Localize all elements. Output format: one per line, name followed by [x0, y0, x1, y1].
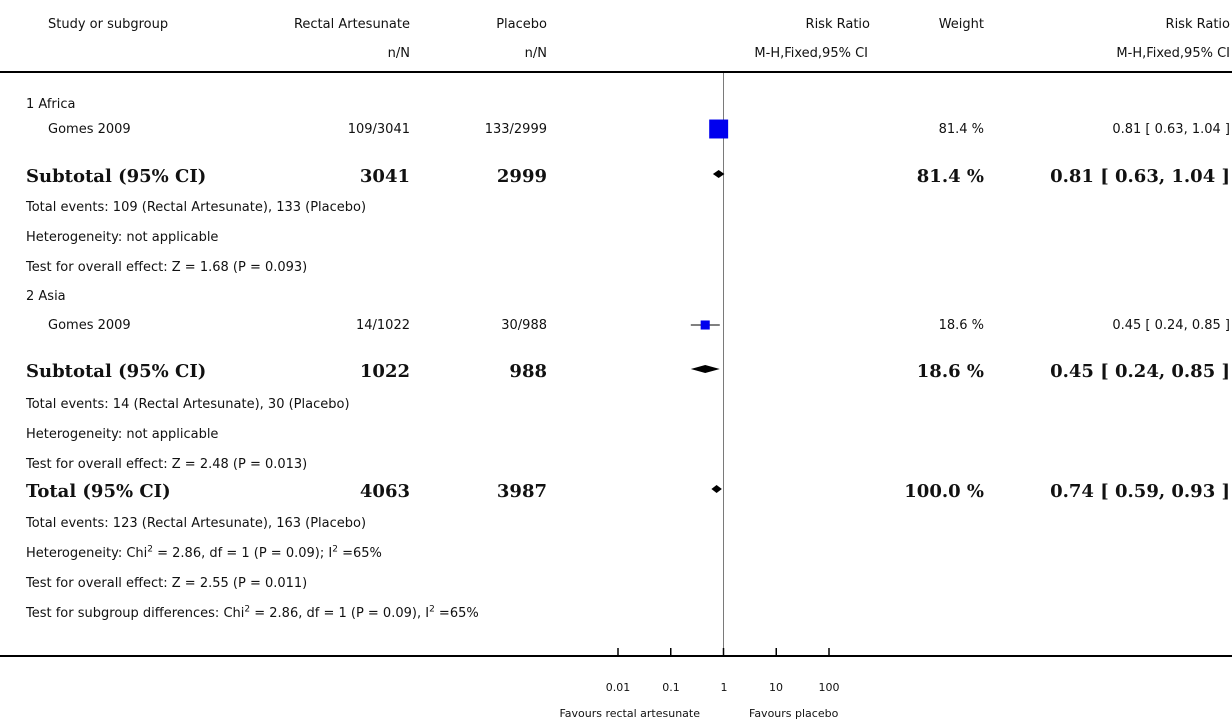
- total-weight: 100.0 %: [904, 481, 984, 502]
- group-title: 1 Africa: [26, 97, 76, 112]
- tick-label: 100: [818, 681, 840, 694]
- subtotal-group2: 2999: [496, 166, 547, 187]
- favours-left-label: Favours rectal artesunate: [559, 707, 700, 720]
- header-effect-sub: M-H,Fixed,95% CI: [754, 46, 868, 61]
- subtotal-group2: 988: [509, 361, 547, 382]
- study-group1: 14/1022: [355, 318, 410, 333]
- study-name: Gomes 2009: [48, 122, 131, 137]
- header-study: Study or subgroup: [48, 17, 169, 32]
- summary-diamond: [711, 485, 722, 493]
- header-group1: Rectal Artesunate: [293, 17, 410, 32]
- note-overall-effect: Test for overall effect: Z = 1.68 (P = 0…: [26, 260, 308, 275]
- tick-label: 0.01: [605, 681, 631, 694]
- study-marker: [709, 119, 729, 139]
- header-group2: Placebo: [496, 17, 547, 32]
- total-label: Total (95% CI): [26, 481, 171, 502]
- total-ci: 0.74 [ 0.59, 0.93 ]: [1050, 481, 1230, 502]
- study-weight: 81.4 %: [938, 122, 984, 137]
- note-heterogeneity: Heterogeneity: not applicable: [26, 230, 219, 245]
- study-weight: 18.6 %: [938, 318, 984, 333]
- header-weight: Weight: [938, 17, 984, 32]
- header-effect: Risk Ratio: [805, 17, 870, 32]
- note-events: Total events: 14 (Rectal Artesunate), 30…: [26, 397, 350, 412]
- header-effect-ci: Risk Ratio: [1165, 17, 1230, 32]
- subtotal-ci: 0.81 [ 0.63, 1.04 ]: [1050, 166, 1230, 187]
- study-group2: 30/988: [501, 318, 547, 333]
- tick-label: 1: [720, 681, 728, 694]
- header-group1-sub: n/N: [387, 46, 410, 61]
- total-events: Total events: 123 (Rectal Artesunate), 1…: [26, 516, 367, 531]
- header-group2-sub: n/N: [524, 46, 547, 61]
- subtotal-group1: 1022: [359, 361, 410, 382]
- header-ci-sub: M-H,Fixed,95% CI: [1116, 46, 1230, 61]
- study-group2: 133/2999: [484, 122, 547, 137]
- subgroup-differences: Test for subgroup differences: Chi2 = 2.…: [26, 604, 479, 621]
- note-overall-effect: Test for overall effect: Z = 2.48 (P = 0…: [26, 457, 308, 472]
- summary-diamond: [712, 170, 725, 178]
- subtotal-ci: 0.45 [ 0.24, 0.85 ]: [1050, 361, 1230, 382]
- subtotal-label: Subtotal (95% CI): [26, 166, 207, 187]
- study-name: Gomes 2009: [48, 318, 131, 333]
- total-group1: 4063: [359, 481, 410, 502]
- total-overall-effect: Test for overall effect: Z = 2.55 (P = 0…: [26, 576, 308, 591]
- study-group1: 109/3041: [347, 122, 410, 137]
- header-rule: [0, 71, 1232, 73]
- total-heterogeneity: Heterogeneity: Chi2 = 2.86, df = 1 (P = …: [26, 544, 382, 561]
- tick-label: 10: [769, 681, 783, 694]
- subtotal-label: Subtotal (95% CI): [26, 361, 207, 382]
- tick-label: 0.1: [662, 681, 680, 694]
- favours-right-label: Favours placebo: [749, 707, 839, 720]
- study-ci: 0.45 [ 0.24, 0.85 ]: [1112, 318, 1230, 333]
- subtotal-weight: 81.4 %: [916, 166, 984, 187]
- study-marker: [700, 320, 710, 330]
- footer-rule: [0, 655, 1232, 657]
- total-group2: 3987: [496, 481, 547, 502]
- note-events: Total events: 109 (Rectal Artesunate), 1…: [26, 200, 367, 215]
- subtotal-group1: 3041: [359, 166, 410, 187]
- note-heterogeneity: Heterogeneity: not applicable: [26, 427, 219, 442]
- study-ci: 0.81 [ 0.63, 1.04 ]: [1112, 122, 1230, 137]
- summary-diamond: [690, 365, 720, 373]
- subtotal-weight: 18.6 %: [916, 361, 984, 382]
- group-title: 2 Asia: [26, 289, 66, 304]
